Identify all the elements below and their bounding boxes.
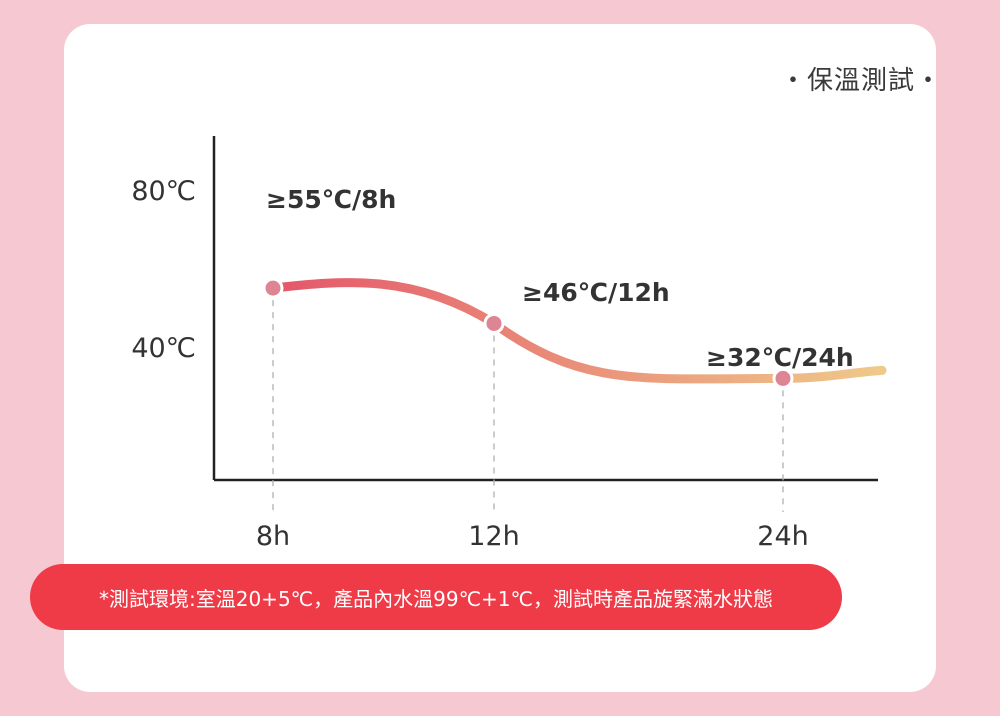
test-condition-note: *測試環境:室溫20+5℃，產品內水溫99℃+1℃，測試時產品旋緊滿水狀態 [30,564,842,630]
x-tick-label: 8h [256,521,290,552]
x-tick-label: 12h [468,521,519,552]
chart-title: ・保溫測試・ [779,66,942,96]
data-label: ≥46℃/12h [522,278,670,307]
y-tick-label: 80℃ [131,176,196,207]
temperature-curve [268,278,887,384]
data-label: ≥32℃/24h [706,343,854,372]
x-tick-label: 24h [757,521,808,552]
y-tick-label: 40℃ [131,333,196,364]
data-label: ≥55℃/8h [266,185,396,214]
data-point-marker [262,277,284,299]
data-point-marker [772,367,794,389]
data-point-marker [483,312,505,334]
